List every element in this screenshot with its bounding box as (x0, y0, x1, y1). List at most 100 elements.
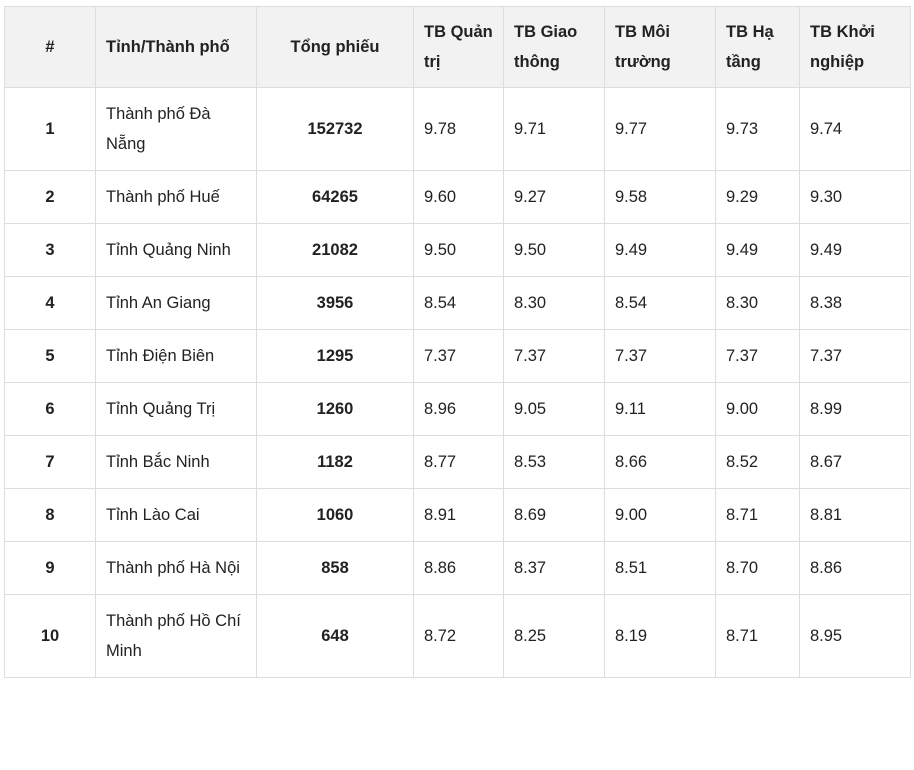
cell-avg-infrastructure: 9.73 (715, 87, 800, 171)
cell-avg-transport: 9.50 (503, 223, 605, 277)
cell-avg-startup: 8.67 (799, 435, 911, 489)
cell-avg-infrastructure: 8.71 (715, 594, 800, 678)
cell-total-votes: 3956 (256, 276, 414, 330)
cell-total-votes: 1295 (256, 329, 414, 383)
table-row: 4 Tỉnh An Giang 3956 8.54 8.30 8.54 8.30 8.38 (4, 276, 911, 330)
table-body: 1 Thành phố Đà Nẵng 152732 9.78 9.71 9.77 9.73… (4, 87, 911, 678)
cell-province: Thành phố Đà Nẵng (95, 87, 257, 171)
cell-avg-governance: 9.60 (413, 170, 504, 224)
cell-rank: 1 (4, 87, 96, 171)
cell-avg-governance: 8.96 (413, 382, 504, 436)
cell-avg-environment: 9.77 (604, 87, 716, 171)
cell-avg-transport: 9.27 (503, 170, 605, 224)
cell-province: Thành phố Hồ Chí Minh (95, 594, 257, 678)
column-header-province: Tỉnh/Thành phố (95, 6, 257, 88)
table-row: 8 Tỉnh Lào Cai 1060 8.91 8.69 9.00 8.71 8.81 (4, 488, 911, 542)
cell-total-votes: 21082 (256, 223, 414, 277)
cell-avg-governance: 8.72 (413, 594, 504, 678)
cell-avg-infrastructure: 7.37 (715, 329, 800, 383)
cell-avg-startup: 8.86 (799, 541, 911, 595)
cell-avg-infrastructure: 9.29 (715, 170, 800, 224)
cell-rank: 9 (4, 541, 96, 595)
table-row: 9 Thành phố Hà Nội 858 8.86 8.37 8.51 8.70 8.86 (4, 541, 911, 595)
cell-avg-infrastructure: 9.00 (715, 382, 800, 436)
cell-rank: 10 (4, 594, 96, 678)
cell-rank: 7 (4, 435, 96, 489)
cell-avg-startup: 8.99 (799, 382, 911, 436)
cell-rank: 5 (4, 329, 96, 383)
cell-avg-governance: 8.54 (413, 276, 504, 330)
cell-avg-transport: 7.37 (503, 329, 605, 383)
cell-rank: 2 (4, 170, 96, 224)
cell-avg-infrastructure: 8.52 (715, 435, 800, 489)
cell-avg-environment: 8.51 (604, 541, 716, 595)
column-header-rank: # (4, 6, 96, 88)
cell-avg-startup: 9.74 (799, 87, 911, 171)
table-row: 10 Thành phố Hồ Chí Minh 648 8.72 8.25 8.19 8.… (4, 594, 911, 678)
cell-avg-transport: 9.05 (503, 382, 605, 436)
cell-total-votes: 1260 (256, 382, 414, 436)
column-header-avg-infrastructure: TB Hạ tầng (715, 6, 800, 88)
column-header-avg-startup: TB Khởi nghiệp (799, 6, 911, 88)
cell-avg-environment: 9.58 (604, 170, 716, 224)
cell-total-votes: 1182 (256, 435, 414, 489)
column-header-total-votes: Tổng phiếu (256, 6, 414, 88)
cell-avg-environment: 9.00 (604, 488, 716, 542)
cell-total-votes: 152732 (256, 87, 414, 171)
cell-avg-transport: 8.37 (503, 541, 605, 595)
column-header-avg-governance: TB Quản trị (413, 6, 504, 88)
cell-avg-transport: 9.71 (503, 87, 605, 171)
cell-rank: 4 (4, 276, 96, 330)
cell-rank: 8 (4, 488, 96, 542)
cell-province: Thành phố Huế (95, 170, 257, 224)
cell-rank: 3 (4, 223, 96, 277)
table-row: 6 Tỉnh Quảng Trị 1260 8.96 9.05 9.11 9.00 8.99 (4, 382, 911, 436)
cell-province: Tỉnh An Giang (95, 276, 257, 330)
cell-avg-startup: 8.95 (799, 594, 911, 678)
cell-avg-infrastructure: 8.30 (715, 276, 800, 330)
cell-province: Tỉnh Quảng Ninh (95, 223, 257, 277)
cell-avg-governance: 8.91 (413, 488, 504, 542)
cell-total-votes: 858 (256, 541, 414, 595)
cell-avg-governance: 9.78 (413, 87, 504, 171)
cell-province: Tỉnh Quảng Trị (95, 382, 257, 436)
cell-rank: 6 (4, 382, 96, 436)
cell-avg-governance: 8.77 (413, 435, 504, 489)
cell-avg-environment: 9.11 (604, 382, 716, 436)
column-header-avg-environment: TB Môi trường (604, 6, 716, 88)
cell-avg-environment: 7.37 (604, 329, 716, 383)
cell-avg-transport: 8.69 (503, 488, 605, 542)
cell-avg-governance: 8.86 (413, 541, 504, 595)
table-row: 2 Thành phố Huế 64265 9.60 9.27 9.58 9.29 9.30 (4, 170, 911, 224)
cell-avg-startup: 9.49 (799, 223, 911, 277)
cell-avg-governance: 7.37 (413, 329, 504, 383)
cell-avg-infrastructure: 8.71 (715, 488, 800, 542)
cell-avg-startup: 8.81 (799, 488, 911, 542)
table-row: 3 Tỉnh Quảng Ninh 21082 9.50 9.50 9.49 9.49 9.4… (4, 223, 911, 277)
cell-avg-transport: 8.25 (503, 594, 605, 678)
table-row: 7 Tỉnh Bắc Ninh 1182 8.77 8.53 8.66 8.52 8.67 (4, 435, 911, 489)
cell-avg-startup: 8.38 (799, 276, 911, 330)
cell-avg-startup: 9.30 (799, 170, 911, 224)
cell-avg-environment: 8.19 (604, 594, 716, 678)
table-row: 5 Tỉnh Điện Biên 1295 7.37 7.37 7.37 7.37 7.37 (4, 329, 911, 383)
cell-total-votes: 648 (256, 594, 414, 678)
cell-province: Tỉnh Lào Cai (95, 488, 257, 542)
cell-province: Tỉnh Điện Biên (95, 329, 257, 383)
cell-avg-environment: 8.54 (604, 276, 716, 330)
cell-province: Thành phố Hà Nội (95, 541, 257, 595)
cell-total-votes: 64265 (256, 170, 414, 224)
cell-avg-infrastructure: 8.70 (715, 541, 800, 595)
cell-total-votes: 1060 (256, 488, 414, 542)
ranking-table: # Tỉnh/Thành phố Tổng phiếu TB Quản trị TB G… (4, 6, 911, 678)
cell-avg-infrastructure: 9.49 (715, 223, 800, 277)
cell-avg-transport: 8.30 (503, 276, 605, 330)
cell-avg-environment: 9.49 (604, 223, 716, 277)
cell-avg-startup: 7.37 (799, 329, 911, 383)
cell-avg-governance: 9.50 (413, 223, 504, 277)
table-row: 1 Thành phố Đà Nẵng 152732 9.78 9.71 9.77 9.73… (4, 87, 911, 171)
cell-province: Tỉnh Bắc Ninh (95, 435, 257, 489)
header-row: # Tỉnh/Thành phố Tổng phiếu TB Quản trị TB G… (4, 6, 911, 88)
cell-avg-transport: 8.53 (503, 435, 605, 489)
cell-avg-environment: 8.66 (604, 435, 716, 489)
